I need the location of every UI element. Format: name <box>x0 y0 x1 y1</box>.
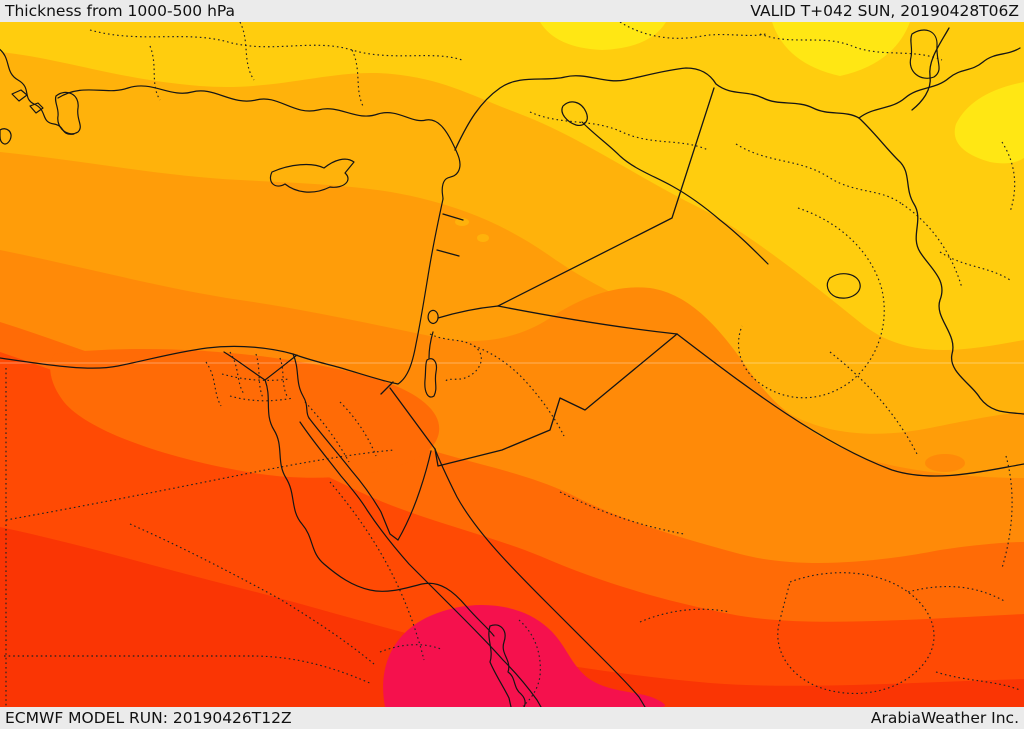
egypt-israel-border <box>389 387 436 450</box>
turkey-iran-border <box>858 47 1021 119</box>
jordan-iraq-border <box>497 305 678 335</box>
lake-nasser <box>488 624 526 707</box>
thickness-fill-level-1-patches <box>540 22 1024 164</box>
valid-time-label: VALID T+042 SUN, 20190428T06Z <box>750 2 1019 20</box>
sea-of-galilee <box>427 309 439 324</box>
lake-assad <box>561 101 588 126</box>
product-title: Thickness from 1000-500 hPa <box>5 2 236 20</box>
egypt-red-sea-coast <box>299 421 542 707</box>
footer-bar: ECMWF MODEL RUN: 20190426T12Z ArabiaWeat… <box>0 707 1024 729</box>
thickness-fill-level-8 <box>0 527 1024 707</box>
delta-light-pocket <box>50 348 440 478</box>
syria-jordan-border <box>437 305 499 319</box>
coastlines <box>0 29 940 707</box>
dead-sea <box>424 358 438 398</box>
arabian-red-sea-coast <box>434 448 646 707</box>
admin-borders-dotted <box>4 22 1021 707</box>
model-run-label: ECMWF MODEL RUN: 20190426T12Z <box>5 709 292 727</box>
thickness-fill-level-9-hotspot <box>383 604 665 707</box>
euphrates-river <box>581 121 769 265</box>
lebanon-borders <box>436 213 464 257</box>
country-borders <box>380 27 1024 477</box>
lake-van <box>826 273 861 299</box>
syria-iraq-border <box>497 87 715 307</box>
jordan-saudi-border <box>434 333 678 467</box>
caucasus-border <box>911 27 950 111</box>
jordan-river <box>428 331 434 359</box>
cyprus-coastline <box>269 158 355 193</box>
lake-urmia <box>909 29 940 79</box>
iraq-saudi-border <box>676 333 1024 477</box>
gulf-of-suez-east-shore <box>308 417 399 541</box>
brand-label: ArabiaWeather Inc. <box>870 709 1019 727</box>
map-area <box>0 22 1024 707</box>
small-fill-spots <box>455 218 965 472</box>
gulf-of-aqaba-west-shore <box>397 450 432 541</box>
thickness-map <box>0 22 1024 707</box>
iraq-iran-border <box>858 117 1024 415</box>
nile-river <box>264 379 495 637</box>
gaza-border <box>380 381 394 395</box>
header-bar: Thickness from 1000-500 hPa VALID T+042 … <box>0 0 1024 22</box>
turkey-syria-iraq-border <box>454 67 860 151</box>
suez-canal <box>292 353 310 419</box>
